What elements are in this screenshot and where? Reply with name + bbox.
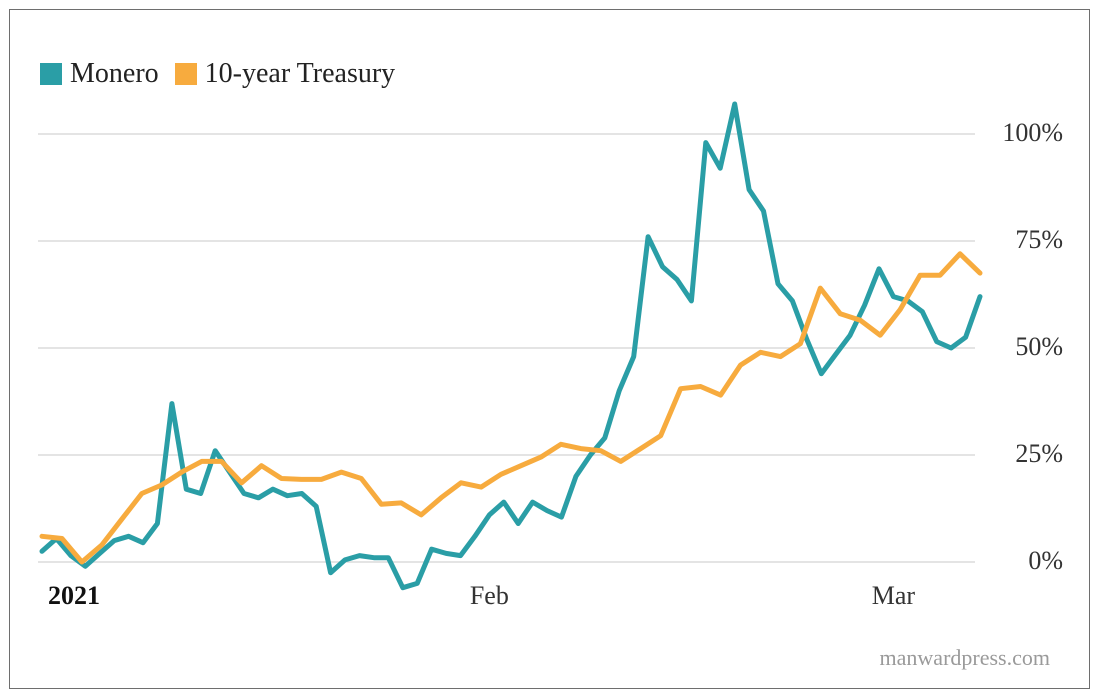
x-tick-label: Feb <box>470 581 509 610</box>
legend: Monero 10-year Treasury <box>40 58 411 90</box>
y-tick-label: 100% <box>1002 118 1063 147</box>
legend-item-monero[interactable]: Monero <box>40 58 159 90</box>
series-line-monero <box>39 101 983 591</box>
y-tick-label: 50% <box>1015 332 1063 361</box>
y-tick-label: 0% <box>1028 546 1063 575</box>
chart-frame <box>9 9 1090 689</box>
y-tick-label: 75% <box>1015 225 1063 254</box>
y-tick-label: 25% <box>1015 439 1063 468</box>
legend-label-treasury: 10-year Treasury <box>204 58 396 89</box>
legend-item-treasury[interactable]: 10-year Treasury <box>174 58 396 90</box>
x-tick-label: Mar <box>872 581 916 610</box>
x-tick-label: 2021 <box>48 581 100 610</box>
series-line-treasury <box>39 251 983 565</box>
legend-label-monero: Monero <box>70 58 159 89</box>
legend-swatch-treasury <box>174 63 197 85</box>
legend-swatch-monero <box>40 63 62 85</box>
source-credit: manwardpress.com <box>879 645 1050 670</box>
